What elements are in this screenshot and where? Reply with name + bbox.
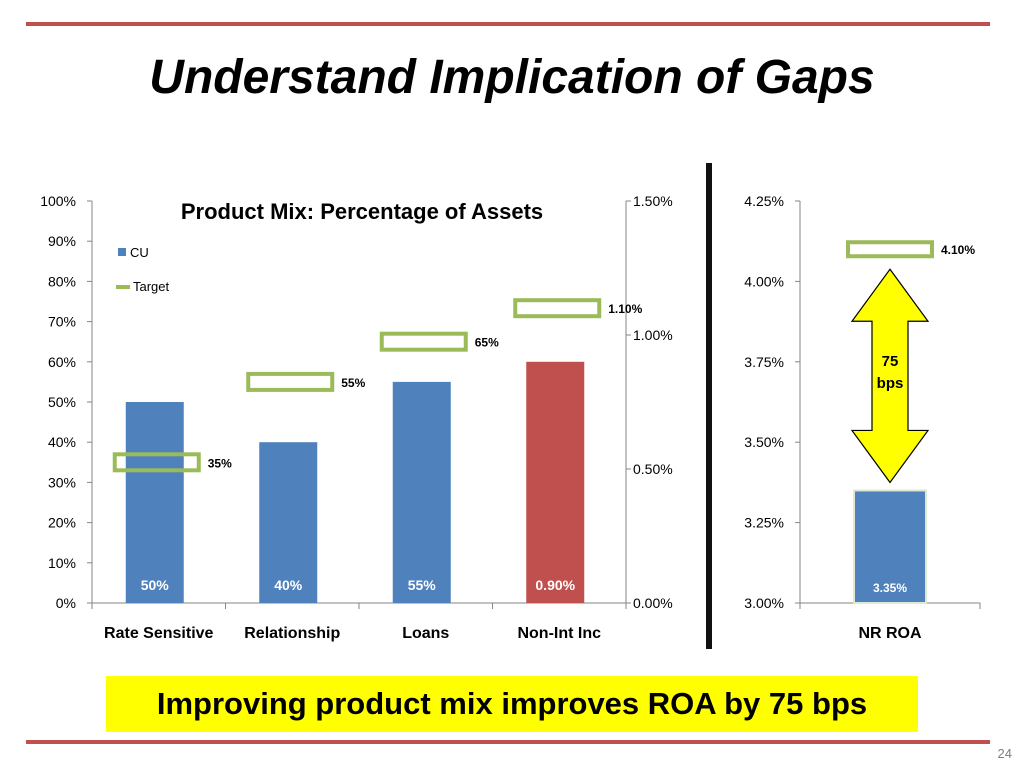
left-axis-tick-label: 20% bbox=[48, 515, 76, 531]
gap-label-value: 75 bbox=[882, 353, 899, 370]
roa-axis-tick-label: 4.25% bbox=[744, 193, 784, 209]
roa-axis-tick-label: 3.75% bbox=[744, 354, 784, 370]
slide-title: Understand Implication of Gaps bbox=[149, 51, 875, 104]
cu-bar bbox=[259, 442, 318, 603]
target-value-label: 55% bbox=[341, 376, 365, 390]
cu-bar bbox=[125, 402, 184, 603]
roa-bar bbox=[853, 489, 927, 604]
left-axis-tick-label: 40% bbox=[48, 434, 76, 450]
roa-axis-tick-label: 4.00% bbox=[744, 273, 784, 289]
left-axis-tick-label: 80% bbox=[48, 273, 76, 289]
x-axis-category-label: Non-Int Inc bbox=[517, 625, 601, 642]
left-axis-tick-label: 100% bbox=[40, 193, 76, 209]
gap-double-arrow bbox=[850, 268, 930, 484]
x-axis-category-label: Rate Sensitive bbox=[104, 625, 213, 642]
right-axis-tick-label: 1.00% bbox=[633, 327, 673, 343]
x-axis-category-label: Relationship bbox=[244, 625, 340, 642]
bottom-rule bbox=[26, 740, 990, 744]
left-axis-tick-label: 70% bbox=[48, 314, 76, 330]
conclusion-banner: Improving product mix improves ROA by 75… bbox=[106, 676, 918, 732]
target-marker bbox=[112, 452, 201, 473]
roa-category-label: NR ROA bbox=[858, 625, 922, 642]
right-axis-tick-label: 0.00% bbox=[633, 595, 673, 611]
legend-cu-label: CU bbox=[130, 245, 149, 260]
left-axis-tick-label: 90% bbox=[48, 233, 76, 249]
target-value-label: 35% bbox=[208, 456, 232, 470]
cu-bar bbox=[392, 381, 451, 603]
cu-bar-value-label: 50% bbox=[141, 577, 170, 593]
left-axis-tick-label: 0% bbox=[56, 595, 76, 611]
target-marker bbox=[513, 298, 602, 319]
roa-axis-tick-label: 3.50% bbox=[744, 434, 784, 450]
roa-target-value-label: 4.10% bbox=[941, 243, 975, 257]
right-axis-tick-label: 0.50% bbox=[633, 461, 673, 477]
left-axis-tick-label: 10% bbox=[48, 555, 76, 571]
cu-bar-value-label: 0.90% bbox=[535, 577, 575, 593]
legend-cu-swatch bbox=[118, 248, 126, 256]
roa-axis-tick-label: 3.25% bbox=[744, 515, 784, 531]
chart-title: Product Mix: Percentage of Assets bbox=[181, 199, 543, 224]
left-axis-tick-label: 60% bbox=[48, 354, 76, 370]
top-rule bbox=[26, 22, 990, 26]
gap-label-unit: bps bbox=[877, 375, 904, 392]
target-value-label: 65% bbox=[475, 336, 499, 350]
target-value-label: 1.10% bbox=[608, 302, 642, 316]
left-axis-tick-label: 50% bbox=[48, 394, 76, 410]
left-axis-tick-label: 30% bbox=[48, 474, 76, 490]
target-marker bbox=[246, 371, 335, 392]
roa-target-marker bbox=[846, 240, 934, 259]
cu-bar-value-label: 55% bbox=[408, 577, 437, 593]
legend-target-label: Target bbox=[133, 279, 170, 294]
x-axis-category-label: Loans bbox=[402, 625, 449, 642]
chart-divider bbox=[706, 163, 712, 649]
right-axis-tick-label: 1.50% bbox=[633, 193, 673, 209]
roa-bar-value-label: 3.35% bbox=[873, 581, 907, 595]
cu-bar bbox=[526, 361, 585, 603]
legend-target-swatch bbox=[116, 285, 130, 289]
target-marker bbox=[379, 331, 468, 352]
cu-bar-value-label: 40% bbox=[274, 577, 303, 593]
roa-axis-tick-label: 3.00% bbox=[744, 595, 784, 611]
page-number: 24 bbox=[997, 746, 1012, 761]
